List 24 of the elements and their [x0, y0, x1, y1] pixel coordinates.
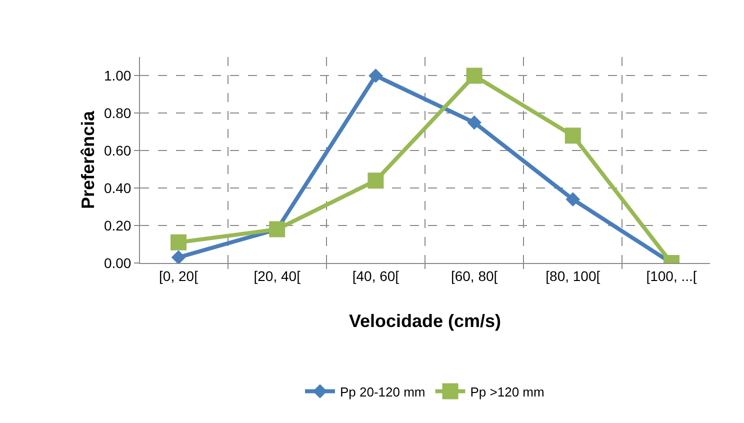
- x-tick-label: [60, 80[: [450, 268, 498, 284]
- legend-label: Pp >120 mm: [470, 384, 544, 400]
- point: [566, 192, 580, 206]
- y-tick-label: 0.80: [104, 105, 132, 122]
- point: [466, 68, 482, 84]
- x-tick-label: [80, 100[: [546, 268, 600, 284]
- y-tick-label: 1.00: [104, 68, 132, 84]
- point: [368, 68, 383, 83]
- point: [171, 250, 186, 263]
- y-tick-label: 0.20: [104, 217, 132, 234]
- x-tick-label: [40, 60[: [352, 268, 400, 284]
- y-axis-title: Preferência: [78, 110, 98, 210]
- point: [564, 128, 581, 144]
- x-tick-label: [0, 20[: [159, 268, 198, 284]
- x-tick-label: [100, ...[: [646, 268, 697, 284]
- legend-label: Pp 20-120 mm: [340, 384, 426, 400]
- point: [170, 234, 186, 250]
- point: [368, 172, 384, 189]
- y-tick-label: 0.40: [104, 180, 132, 196]
- y-tick-label: 0.00: [104, 254, 132, 271]
- y-tick-label: 0.60: [104, 142, 132, 159]
- x-tick-label: [20, 40[: [254, 268, 301, 284]
- x-axis-title: Velocidade (cm/s): [348, 311, 502, 331]
- point: [467, 115, 482, 130]
